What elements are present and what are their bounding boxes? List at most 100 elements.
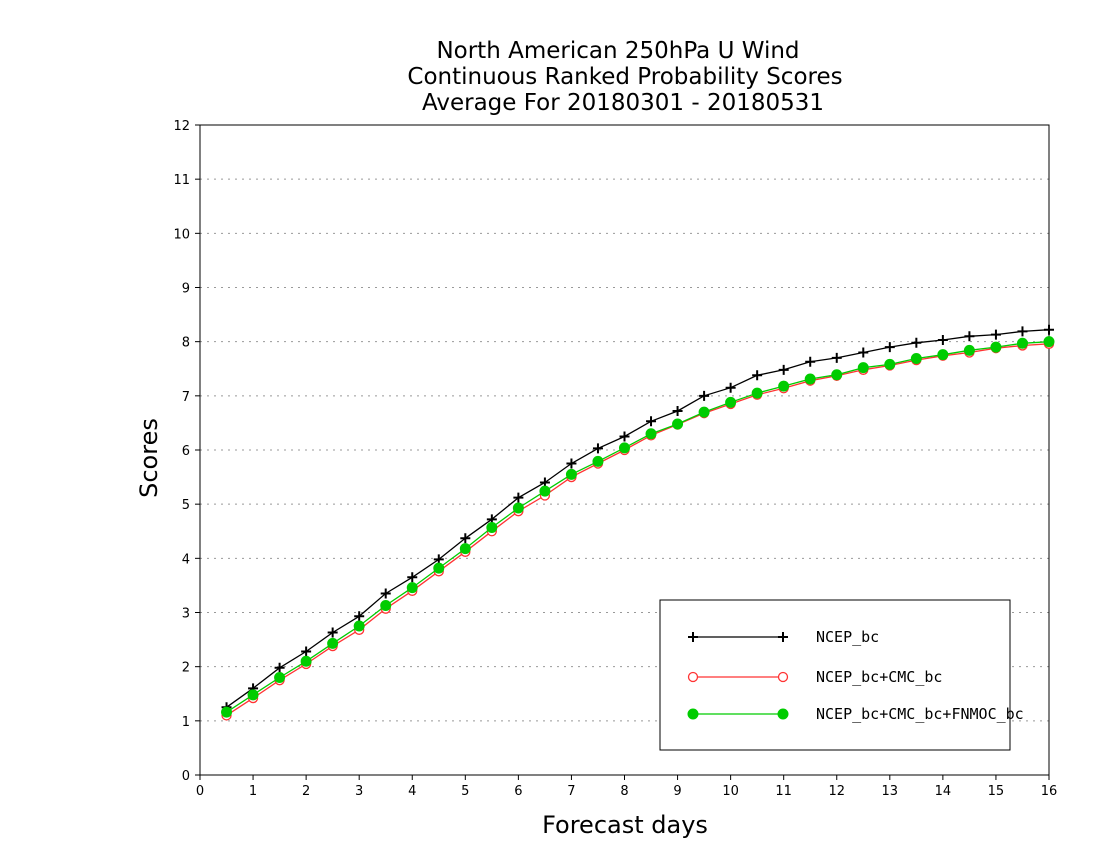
data-point xyxy=(566,458,577,469)
data-point xyxy=(592,443,603,454)
data-point xyxy=(1044,324,1054,335)
x-tick-label: 13 xyxy=(882,784,899,799)
data-point xyxy=(672,406,683,416)
data-point xyxy=(406,582,418,594)
legend-label: NCEP_bc+CMC_bc xyxy=(816,668,942,686)
x-tick-label: 0 xyxy=(196,784,204,799)
x-tick-label: 4 xyxy=(408,784,416,799)
x-tick-label: 9 xyxy=(673,784,681,799)
data-point xyxy=(565,468,577,480)
data-point xyxy=(831,352,842,363)
y-tick-label: 1 xyxy=(182,715,190,730)
y-tick-label: 11 xyxy=(173,173,190,188)
data-point xyxy=(963,344,975,356)
chart-title: North American 250hPa U Wind Continuous … xyxy=(407,38,842,116)
data-point xyxy=(274,672,286,683)
data-point xyxy=(857,362,869,374)
data-point xyxy=(433,562,445,574)
legend-label: NCEP_bc+CMC_bc+FNMOC_bc xyxy=(816,705,1024,723)
data-point xyxy=(777,671,789,683)
legend-box xyxy=(659,599,1011,751)
x-tick-label: 12 xyxy=(828,784,845,799)
x-tick-label: 2 xyxy=(302,784,310,799)
data-point xyxy=(619,442,630,454)
data-series xyxy=(221,324,1055,721)
data-point xyxy=(831,369,843,381)
chart-title-line-2: Continuous Ranked Probability Scores xyxy=(407,64,842,90)
data-point xyxy=(725,382,736,393)
data-point xyxy=(380,588,391,599)
y-tick-label: 5 xyxy=(182,498,190,513)
data-point xyxy=(688,632,698,642)
legend: NCEP_bc NCEP_bc+CMC_bc NCEP_bc+CMC_bc+FNMO… xyxy=(659,599,1024,751)
data-point xyxy=(646,416,657,427)
data-point xyxy=(778,364,789,375)
data-point xyxy=(407,572,418,583)
legend-item: NCEP_bc+CMC_bc+FNMOC_bc xyxy=(687,705,1024,723)
data-point xyxy=(539,485,551,497)
data-point xyxy=(699,390,710,401)
data-point xyxy=(687,671,699,683)
y-tick-label: 7 xyxy=(182,390,190,405)
data-point xyxy=(752,370,763,381)
data-point xyxy=(301,646,312,657)
data-point xyxy=(937,349,949,361)
y-tick-label: 8 xyxy=(182,336,190,351)
data-point xyxy=(777,708,789,720)
data-point xyxy=(354,611,365,622)
data-point xyxy=(858,347,869,358)
data-point xyxy=(1043,336,1055,348)
data-point xyxy=(964,331,975,342)
x-tick-label: 5 xyxy=(461,784,469,799)
data-point xyxy=(486,521,498,533)
x-axis-ticks: 0 1 2 3 4 5 6 7 8 9 10 11 12 13 14 15 16 xyxy=(196,775,1057,799)
data-point xyxy=(512,502,524,514)
data-point xyxy=(778,632,788,642)
y-axis-title: Scores xyxy=(135,418,163,498)
x-tick-label: 14 xyxy=(935,784,952,799)
y-tick-label: 4 xyxy=(182,552,190,567)
data-point xyxy=(645,428,657,440)
series-0 xyxy=(221,324,1054,713)
data-point xyxy=(327,627,338,638)
legend-label: NCEP_bc xyxy=(816,628,879,646)
x-tick-label: 11 xyxy=(775,784,792,799)
data-point xyxy=(698,406,710,418)
data-point xyxy=(353,620,365,632)
data-point xyxy=(1017,326,1028,337)
x-tick-label: 7 xyxy=(567,784,575,799)
chart-title-line-3: Average For 20180301 - 20180531 xyxy=(422,90,824,116)
data-point xyxy=(990,329,1001,340)
data-point xyxy=(910,352,922,364)
data-point xyxy=(911,337,922,348)
y-tick-label: 10 xyxy=(173,227,190,242)
data-point xyxy=(1016,337,1028,349)
data-point xyxy=(884,358,896,370)
data-point xyxy=(778,380,790,392)
data-point xyxy=(884,342,895,353)
data-point xyxy=(619,431,630,442)
x-tick-label: 16 xyxy=(1041,784,1058,799)
data-point xyxy=(300,655,312,667)
data-point xyxy=(459,543,471,555)
y-tick-label: 0 xyxy=(182,769,190,784)
data-point xyxy=(460,533,471,544)
x-tick-label: 15 xyxy=(988,784,1005,799)
x-tick-label: 8 xyxy=(620,784,628,799)
data-point xyxy=(725,396,737,408)
y-tick-label: 9 xyxy=(182,282,190,297)
legend-item: NCEP_bc+CMC_bc xyxy=(687,668,942,686)
series-2 xyxy=(221,336,1055,718)
data-point xyxy=(805,356,816,367)
chart-title-line-1: North American 250hPa U Wind xyxy=(436,38,799,64)
data-point xyxy=(687,708,699,720)
x-tick-label: 6 xyxy=(514,784,522,799)
y-tick-label: 6 xyxy=(182,444,190,459)
data-point xyxy=(592,455,604,467)
x-tick-label: 3 xyxy=(355,784,363,799)
legend-item: NCEP_bc xyxy=(688,628,879,646)
data-point xyxy=(274,662,285,673)
data-point xyxy=(221,706,233,718)
